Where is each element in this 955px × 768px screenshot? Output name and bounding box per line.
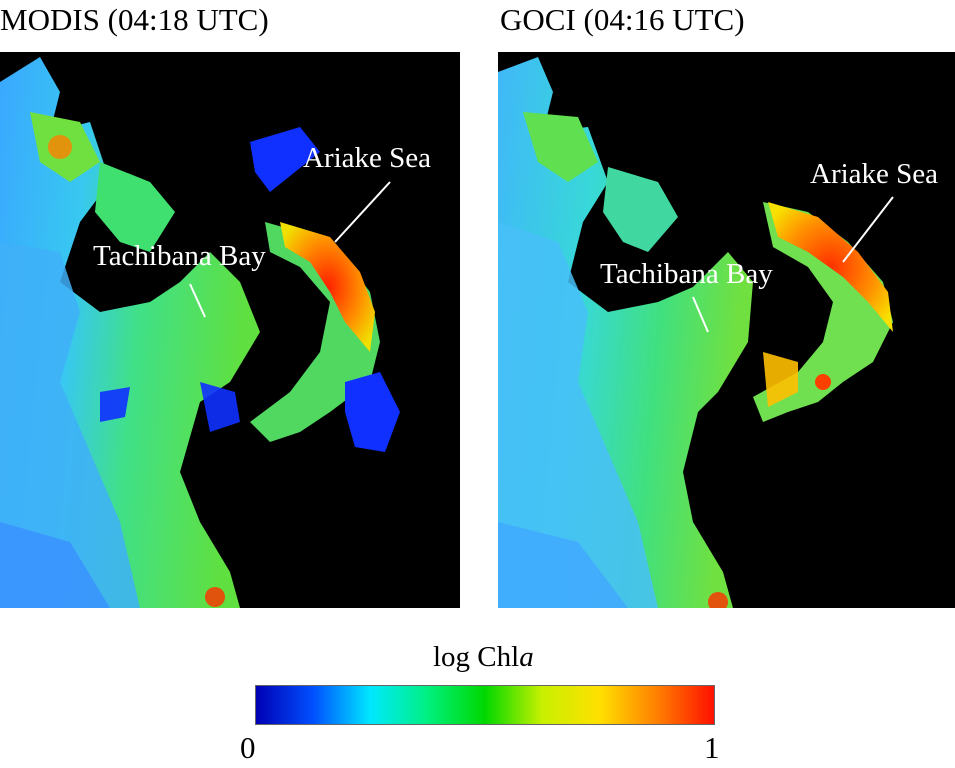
goci-chlorophyll-map: Tachibana Bay Ariake Sea [498,52,955,608]
modis-ariake-sea-label: Ariake Sea [303,142,432,174]
modis-map-image [0,52,460,608]
goci-ariake-sea-label: Ariake Sea [810,158,939,190]
goci-tachibana-bay-label: Tachibana Bay [600,258,773,290]
modis-tachibana-bay-label: Tachibana Bay [93,240,266,272]
goci-panel-title: GOCI (04:16 UTC) [500,2,745,37]
colorbar-title-italic: a [519,641,534,673]
colorbar-min-label: 0 [240,730,256,765]
colorbar-max-label: 1 [704,730,720,765]
goci-map-image [498,52,955,608]
colorbar-title-prefix: log Chl [433,641,520,673]
modis-chlorophyll-map: Tachibana Bay Ariake Sea [0,52,460,608]
colorbar-title: log Chla [433,640,534,674]
colorbar-gradient [255,685,715,725]
modis-panel-title: MODIS (04:18 UTC) [0,2,269,37]
